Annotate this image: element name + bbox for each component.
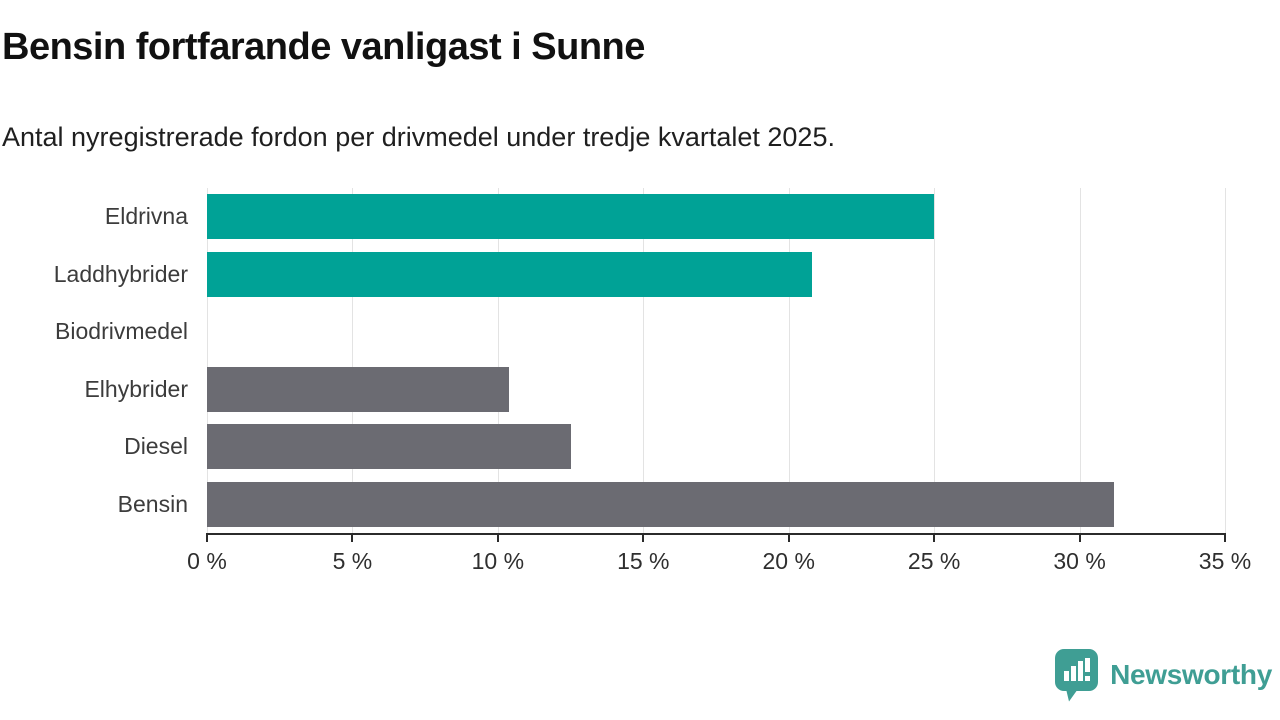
chart-subtitle: Antal nyregistrerade fordon per drivmede… [2,122,835,152]
x-axis-tick-label: 30 % [1053,548,1106,574]
gridline [788,188,790,533]
bar [207,366,510,412]
category-label: Eldrivna [104,203,188,230]
chart-title: Bensin fortfarande vanligast i Sunne [2,26,645,68]
x-axis-tick-label: 25 % [907,548,961,574]
x-axis-tick [496,533,499,542]
x-axis-tick-label: 10 % [471,548,525,574]
category-label: Elhybrider [84,375,188,402]
newsworthy-wordmark: Newsworthy [1110,659,1272,690]
x-axis-tick [1078,533,1081,542]
category-label: Biodrivmedel [55,318,188,345]
gridline [643,188,645,533]
bar [207,194,935,240]
category-label: Diesel [124,433,188,460]
x-axis-tick-label: 5 % [332,548,373,574]
gridline [207,188,208,533]
gridline [1225,188,1226,533]
x-axis-tick-label: 20 % [762,548,815,574]
gridline [497,188,499,533]
newsworthy-logo: Newsworthy [1054,648,1272,702]
gridline [1079,188,1081,533]
x-axis-tick [206,533,208,542]
x-axis-tick [787,533,790,542]
bar [207,251,812,297]
x-axis-tick [933,533,936,542]
bar-chart-plot [207,188,1226,533]
x-axis: 0 % 5 % 10 % 15 % 20 % 25 % 30 % 35 % [187,533,1251,593]
mini-bars-icon [1064,658,1091,681]
x-axis-line [207,533,1225,535]
gridline [352,188,354,533]
x-axis-tick [351,533,354,542]
x-axis-tick-label: 35 % [1198,548,1252,574]
category-label: Laddhybrider [53,260,188,287]
bar [207,481,1115,527]
bar [207,424,571,470]
newsworthy-icon [1055,649,1099,702]
category-label: Bensin [117,490,188,517]
x-axis-tick [642,533,645,542]
x-axis-tick-label: 0 % [187,548,227,574]
x-axis-tick-label: 15 % [617,548,670,574]
gridline [934,188,936,533]
category-label-column: Eldrivna Laddhybrider Biodrivmedel Elhybrid… [0,188,188,533]
x-axis-tick [1224,533,1226,542]
